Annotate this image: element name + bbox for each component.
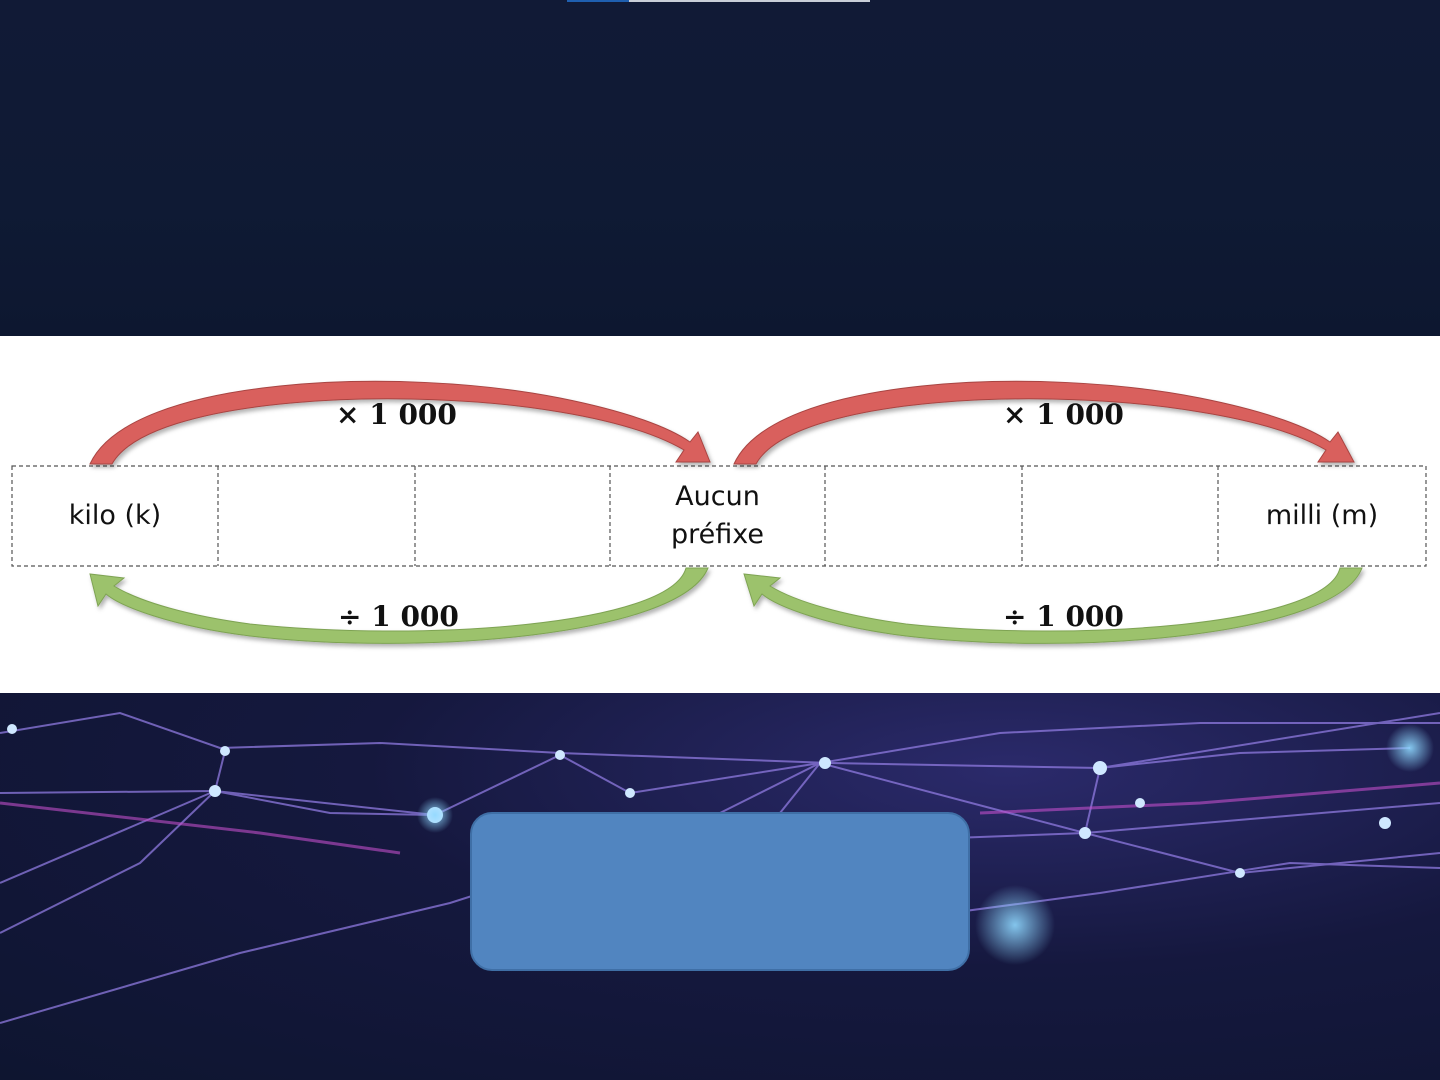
multiply-label-left: × 1 000 — [336, 398, 457, 431]
divide-arrow-right — [743, 567, 1363, 644]
network-node — [625, 788, 635, 798]
table-border — [11, 465, 1427, 567]
network-glow — [1386, 724, 1434, 772]
multiply-arrow-left — [89, 380, 711, 465]
cell-milli: milli (m) — [1265, 500, 1379, 531]
network-node — [1379, 817, 1391, 829]
network-glow — [975, 885, 1055, 965]
cell-kilo: kilo (k) — [68, 500, 162, 531]
network-node — [1079, 827, 1091, 839]
network-node — [220, 746, 230, 756]
cell-no-prefix: Aucun préfixe — [670, 481, 765, 550]
network-node — [555, 750, 565, 760]
conversion-diagram: kilo (k) Aucun préfixe milli (m) × 1 000… — [0, 336, 1440, 693]
network-node — [819, 757, 831, 769]
top-tab-accent — [567, 0, 629, 2]
blue-rounded-box — [470, 812, 970, 971]
multiply-label-right: × 1 000 — [1003, 398, 1124, 431]
network-node — [1093, 761, 1107, 775]
top-background — [0, 0, 1440, 336]
network-node — [209, 785, 221, 797]
divide-arrow-left — [89, 567, 709, 644]
divide-label-left: ÷ 1 000 — [338, 600, 459, 633]
network-glow — [417, 797, 453, 833]
network-node — [1135, 798, 1145, 808]
network-node — [1235, 868, 1245, 878]
network-graphic — [0, 711, 1440, 1024]
divide-label-right: ÷ 1 000 — [1003, 600, 1124, 633]
top-tab-bar — [629, 0, 870, 2]
multiply-arrow-right — [733, 380, 1355, 465]
network-node — [7, 724, 17, 734]
diagram-graphics — [11, 380, 1427, 644]
prefix-table — [11, 465, 1427, 567]
